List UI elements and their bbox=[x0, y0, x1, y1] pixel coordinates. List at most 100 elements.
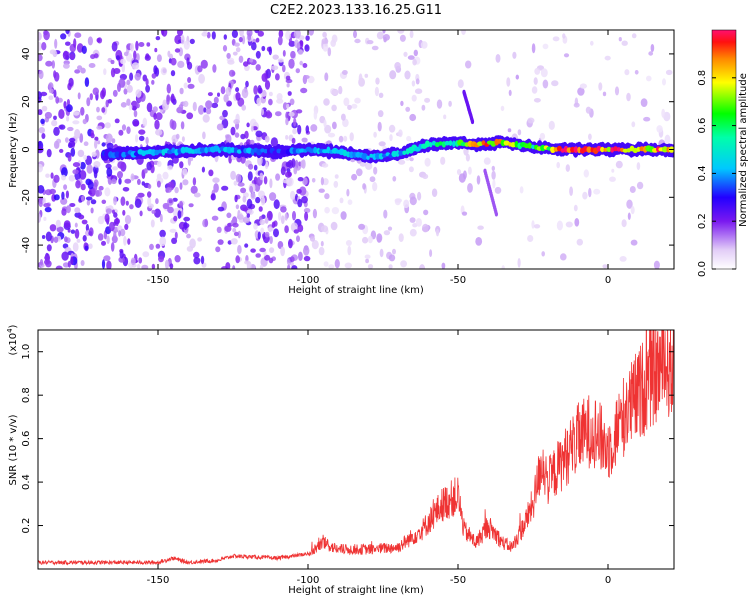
spectrogram-xlabel: Height of straight line (km) bbox=[288, 285, 424, 296]
noise-speckle bbox=[300, 87, 308, 94]
noise-speckle bbox=[333, 180, 339, 188]
snr-frame bbox=[37, 329, 675, 570]
noise-speckle bbox=[297, 177, 304, 182]
noise-speckle bbox=[351, 173, 358, 181]
noise-speckle bbox=[364, 254, 371, 259]
noise-speckle bbox=[232, 265, 236, 269]
x-tick-label: -150 bbox=[147, 575, 170, 586]
noise-speckle bbox=[242, 216, 250, 224]
noise-speckle bbox=[373, 131, 377, 138]
noise-speckle bbox=[138, 257, 143, 264]
noise-speckle bbox=[573, 102, 580, 108]
noise-speckle bbox=[145, 84, 151, 93]
noise-speckle bbox=[289, 98, 295, 106]
noise-speckle bbox=[127, 238, 131, 245]
noise-speckle bbox=[347, 245, 352, 256]
noise-speckle bbox=[63, 220, 71, 229]
noise-speckle bbox=[293, 229, 299, 234]
noise-speckle bbox=[96, 106, 100, 113]
noise-speckle bbox=[226, 100, 233, 107]
noise-speckle bbox=[268, 91, 273, 97]
noise-speckle bbox=[155, 112, 163, 121]
noise-speckle bbox=[159, 229, 166, 238]
noise-speckle bbox=[630, 206, 635, 215]
noise-speckle bbox=[198, 73, 206, 84]
noise-speckle bbox=[94, 140, 98, 149]
noise-speckle bbox=[338, 85, 343, 95]
noise-speckle bbox=[111, 41, 118, 52]
noise-speckle bbox=[97, 233, 104, 241]
noise-speckle bbox=[87, 36, 93, 46]
noise-speckle bbox=[650, 44, 655, 52]
noise-speckle bbox=[258, 87, 263, 94]
noise-speckle bbox=[534, 67, 541, 75]
noise-speckle bbox=[324, 124, 332, 134]
noise-speckle bbox=[331, 207, 340, 215]
noise-speckle bbox=[334, 259, 340, 269]
noise-speckle bbox=[70, 256, 74, 265]
noise-speckle bbox=[299, 40, 304, 49]
noise-speckle bbox=[222, 109, 228, 118]
ridge-core bbox=[276, 148, 282, 154]
noise-speckle bbox=[80, 106, 85, 116]
noise-speckle bbox=[264, 217, 269, 224]
noise-speckle bbox=[162, 202, 170, 210]
noise-speckle bbox=[105, 208, 112, 215]
ridge-core bbox=[204, 146, 209, 154]
noise-speckle bbox=[653, 260, 660, 269]
noise-speckle bbox=[87, 181, 94, 190]
noise-speckle bbox=[156, 54, 162, 62]
noise-speckle bbox=[137, 263, 141, 269]
noise-speckle bbox=[118, 129, 124, 136]
noise-speckle bbox=[85, 196, 93, 201]
noise-speckle bbox=[424, 97, 431, 103]
noise-speckle bbox=[92, 87, 100, 96]
noise-speckle bbox=[475, 237, 483, 246]
noise-speckle bbox=[167, 50, 171, 57]
noise-speckle bbox=[411, 94, 417, 102]
noise-speckle bbox=[60, 197, 68, 205]
noise-speckle bbox=[242, 207, 249, 212]
noise-speckle bbox=[237, 230, 241, 239]
noise-speckle bbox=[74, 69, 81, 74]
noise-speckle bbox=[626, 92, 631, 102]
noise-speckle bbox=[420, 41, 428, 49]
noise-speckle bbox=[404, 70, 411, 80]
ridge-core bbox=[662, 146, 668, 153]
noise-speckle bbox=[157, 160, 162, 167]
noise-speckle bbox=[366, 40, 374, 45]
noise-speckle bbox=[111, 178, 117, 185]
noise-speckle bbox=[183, 40, 190, 50]
noise-speckle bbox=[246, 261, 252, 269]
noise-speckle bbox=[173, 215, 178, 222]
noise-speckle bbox=[239, 30, 244, 37]
noise-speckle bbox=[189, 238, 196, 249]
noise-speckle bbox=[68, 175, 76, 182]
noise-speckle bbox=[232, 222, 239, 228]
noise-speckle bbox=[356, 168, 363, 177]
noise-speckle bbox=[264, 254, 271, 261]
noise-speckle bbox=[560, 253, 567, 261]
noise-speckle bbox=[74, 207, 81, 214]
noise-speckle bbox=[297, 124, 302, 135]
snr-ticks: -150 -100 -50 0 0.2 0.4 0.6 0.8 1.0 bbox=[21, 330, 674, 586]
noise-speckle bbox=[255, 37, 260, 43]
noise-speckle bbox=[611, 168, 615, 173]
noise-speckle bbox=[77, 92, 81, 100]
noise-speckle bbox=[113, 212, 118, 218]
noise-speckle bbox=[320, 225, 329, 233]
noise-speckle bbox=[75, 180, 81, 189]
colorbar-ticks: 0.0 0.2 0.4 0.6 0.8 bbox=[697, 70, 736, 277]
noise-speckle bbox=[254, 30, 260, 34]
colorbar-tick-label: 0.0 bbox=[697, 261, 708, 277]
noise-speckle bbox=[53, 126, 60, 136]
noise-speckle bbox=[291, 137, 296, 144]
noise-speckle bbox=[106, 142, 114, 150]
noise-speckle bbox=[624, 69, 630, 76]
noise-speckle bbox=[621, 40, 628, 46]
noise-speckle bbox=[226, 52, 231, 59]
noise-speckle bbox=[477, 225, 484, 230]
noise-speckle bbox=[187, 83, 195, 89]
noise-speckle bbox=[177, 210, 182, 219]
noise-speckle bbox=[91, 189, 96, 194]
